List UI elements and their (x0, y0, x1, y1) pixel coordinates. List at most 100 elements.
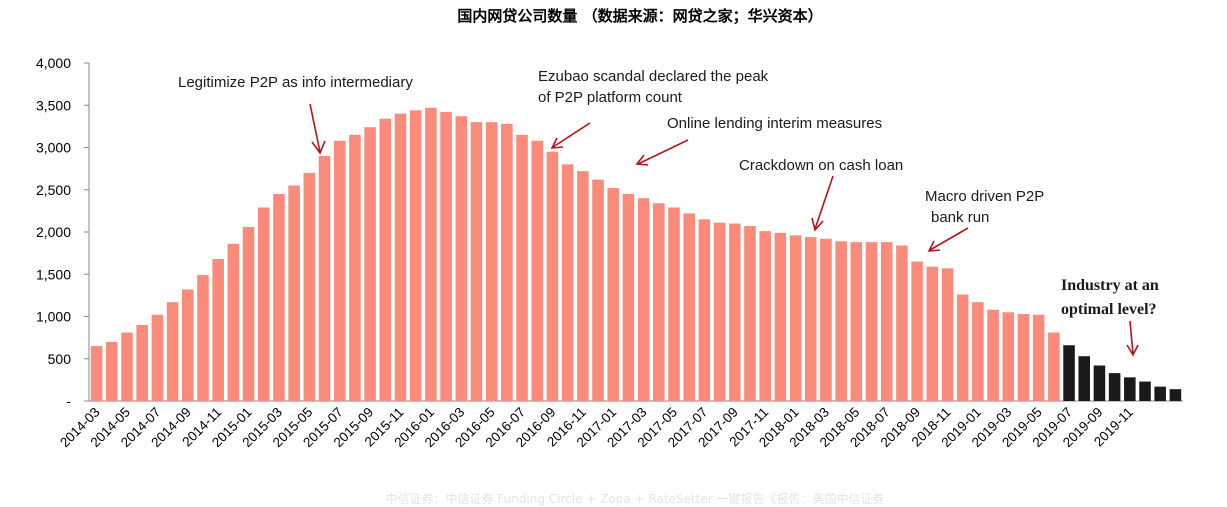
bar-historical (333, 140, 346, 402)
annotation-bank-run-line1: Macro driven P2P (925, 188, 1044, 205)
annotations: Legitimize P2P as info intermediary Ezub… (178, 68, 1159, 357)
bar-historical (698, 219, 711, 401)
bar-historical (257, 207, 270, 401)
bar-forecast (1169, 389, 1182, 401)
bar-historical (987, 309, 999, 401)
bar-historical (364, 127, 376, 401)
bar-historical (227, 243, 240, 401)
bar-forecast (1124, 377, 1136, 401)
bar-historical (1017, 313, 1030, 401)
arrow-ezubao (550, 122, 591, 149)
bar-historical (956, 294, 969, 401)
annotation-ezubao-line2: of P2P platform count (538, 89, 683, 106)
bar-historical (622, 193, 635, 401)
bar-historical (303, 172, 316, 401)
bar-historical (546, 151, 559, 401)
bar-historical (440, 112, 452, 401)
y-tick-label: 1,000 (36, 309, 71, 325)
bar-historical (516, 134, 528, 401)
bar-historical (607, 188, 619, 401)
bar-historical (789, 235, 802, 401)
bar-historical (531, 140, 544, 402)
annotation-interim-measures: Online lending interim measures (667, 115, 882, 132)
bar-historical (759, 231, 771, 401)
bar-historical (561, 164, 574, 401)
annotation-bank-run-line2: bank run (931, 209, 989, 226)
arrow-bank-run (927, 227, 969, 252)
y-tick-label: 2,500 (36, 182, 71, 198)
bar-historical (713, 222, 726, 401)
bar-historical (136, 324, 148, 401)
bar-forecast (1154, 386, 1166, 401)
bar-historical (485, 122, 498, 402)
bar-historical (288, 185, 300, 401)
y-tick-label: 500 (48, 351, 72, 367)
bar-historical (728, 223, 741, 401)
x-axis: 2014-032014-052014-072014-092014-112015-… (57, 400, 1183, 450)
bar-historical (744, 226, 756, 401)
bar-historical (926, 266, 939, 401)
bar-historical (501, 123, 513, 401)
bar-historical (911, 261, 923, 401)
bar-historical (242, 226, 255, 401)
y-tick-label: 3,000 (36, 140, 71, 156)
bar-historical (850, 242, 863, 401)
bar-historical (166, 302, 179, 401)
bar-forecast (1078, 356, 1091, 401)
bar-historical (455, 116, 468, 402)
bar-historical (820, 238, 832, 401)
bars (90, 107, 1182, 402)
bar-historical (880, 242, 893, 401)
annotation-legitimize: Legitimize P2P as info intermediary (178, 74, 413, 91)
annotation-optimal-line2: optimal level? (1061, 301, 1157, 318)
bar-historical (379, 118, 392, 402)
bar-historical (592, 179, 604, 401)
bar-historical (121, 332, 133, 401)
bar-historical (896, 245, 908, 401)
bar-historical (865, 242, 878, 401)
arrow-legitimize (309, 103, 326, 155)
bar-historical (941, 268, 954, 401)
y-tick-label: 4,000 (36, 55, 71, 71)
y-tick-label: - (66, 393, 71, 409)
bar-historical (212, 259, 224, 401)
bar-historical (349, 134, 361, 401)
bar-historical (470, 122, 483, 402)
bar-historical (106, 341, 118, 401)
arrow-interim-measures (635, 139, 689, 166)
bar-historical (637, 198, 650, 401)
bar-historical (425, 107, 437, 401)
y-tick-label: 3,500 (36, 97, 71, 113)
bar-historical (774, 232, 787, 401)
bar-forecast (1093, 365, 1106, 401)
bar-historical (804, 237, 817, 401)
bar-historical (1048, 332, 1060, 401)
bar-historical (1002, 312, 1015, 401)
bar-historical (835, 241, 847, 401)
bar-historical (1032, 314, 1045, 401)
bar-historical (577, 171, 589, 401)
arrow-optimal-level (1126, 320, 1139, 357)
y-axis: - 500 1,000 1,500 2,000 2,500 3,000 3,500 4,000 (36, 55, 90, 409)
bar-historical (197, 275, 209, 401)
y-tick-label: 1,500 (36, 266, 71, 282)
bar-historical (318, 155, 331, 401)
footer-source: 中信证券：中信证券 Funding Circle + Zopa + RateSe… (386, 491, 885, 506)
bar-historical (683, 213, 695, 401)
bar-forecast (1108, 373, 1121, 401)
bar-historical (181, 289, 194, 401)
bar-forecast (1139, 381, 1151, 401)
chart-title: 国内网贷公司数量 （数据来源：网贷之家；华兴资本） (457, 7, 822, 25)
bar-forecast (1063, 345, 1075, 401)
bar-historical (653, 203, 665, 401)
annotation-arrows (309, 103, 1139, 357)
bar-historical (972, 302, 984, 401)
bar-historical (273, 193, 285, 401)
bar-historical (668, 207, 680, 401)
annotation-cash-loan: Crackdown on cash loan (739, 157, 903, 174)
arrow-cash-loan (811, 175, 834, 232)
annotation-optimal-line1: Industry at an (1061, 277, 1159, 294)
bar-historical (90, 346, 103, 401)
bar-historical (394, 113, 407, 401)
